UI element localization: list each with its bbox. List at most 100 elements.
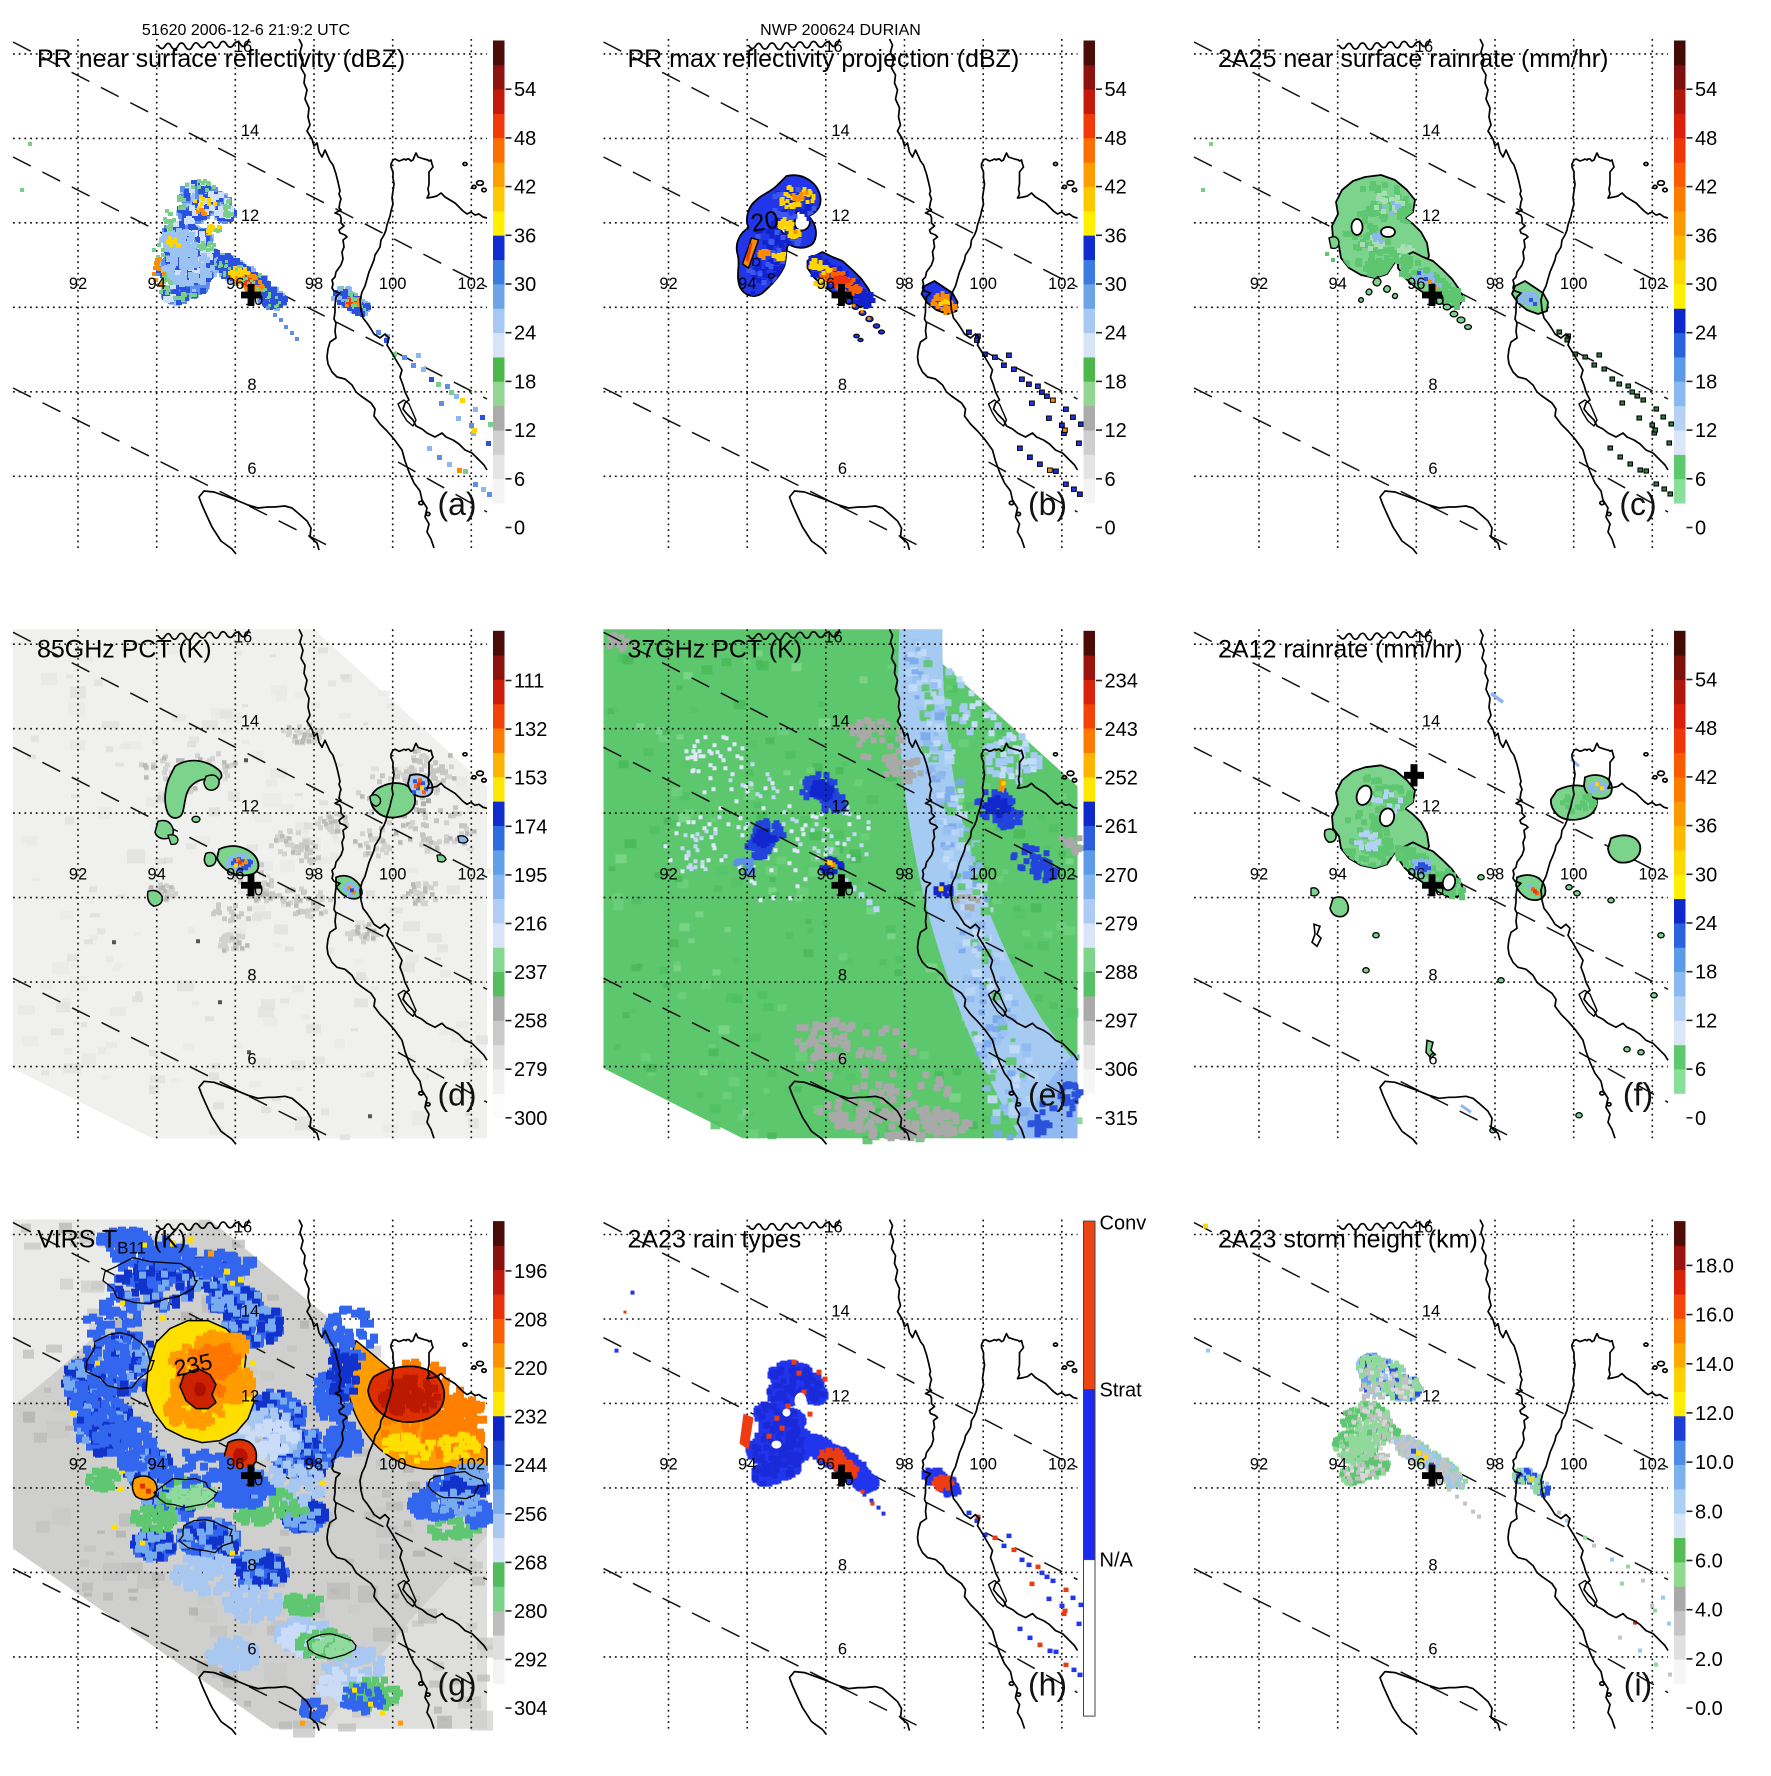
svg-text:2A23 rain types: 2A23 rain types [628, 1226, 802, 1254]
svg-text:288: 288 [1105, 962, 1138, 984]
svg-text:VIRS TB11 (K): VIRS TB11 (K) [37, 1226, 186, 1258]
svg-text:261: 261 [1105, 816, 1138, 838]
svg-text:2A23 storm height (km): 2A23 storm height (km) [1218, 1226, 1478, 1254]
svg-text:36: 36 [1105, 225, 1127, 247]
svg-text:(c): (c) [1619, 486, 1656, 522]
svg-text:232: 232 [514, 1407, 547, 1429]
svg-text:0: 0 [1105, 518, 1116, 540]
svg-text:36: 36 [1695, 225, 1717, 247]
svg-text:279: 279 [514, 1059, 547, 1081]
svg-text:300: 300 [514, 1108, 547, 1130]
svg-text:(h): (h) [1028, 1667, 1067, 1703]
svg-text:(g): (g) [437, 1667, 476, 1703]
svg-text:Strat: Strat [1100, 1380, 1143, 1402]
svg-text:20: 20 [749, 206, 781, 238]
svg-text:315: 315 [1105, 1108, 1138, 1130]
svg-text:24: 24 [1695, 323, 1717, 345]
svg-text:54: 54 [1695, 79, 1717, 101]
svg-text:0: 0 [514, 518, 525, 540]
svg-text:30: 30 [1695, 864, 1717, 886]
svg-text:48: 48 [1105, 128, 1127, 150]
svg-text:268: 268 [514, 1552, 547, 1574]
svg-text:0.0: 0.0 [1695, 1698, 1723, 1720]
svg-text:258: 258 [514, 1011, 547, 1033]
svg-text:0: 0 [1695, 518, 1706, 540]
svg-text:18: 18 [514, 371, 536, 393]
svg-text:30: 30 [1105, 274, 1127, 296]
svg-text:237: 237 [514, 962, 547, 984]
svg-text:153: 153 [514, 768, 547, 790]
svg-text:6: 6 [514, 469, 525, 491]
svg-text:111: 111 [514, 671, 544, 693]
svg-text:12: 12 [1695, 420, 1717, 442]
svg-text:18: 18 [1695, 962, 1717, 984]
svg-text:196: 196 [514, 1261, 547, 1283]
svg-text:2.0: 2.0 [1695, 1649, 1723, 1671]
svg-text:12: 12 [514, 420, 536, 442]
svg-text:PR near surface reflectivity (: PR near surface reflectivity (dBZ) [37, 45, 405, 73]
svg-text:280: 280 [514, 1601, 547, 1623]
svg-text:0: 0 [1695, 1108, 1706, 1130]
svg-text:216: 216 [514, 914, 547, 936]
svg-text:36: 36 [514, 225, 536, 247]
svg-text:(f): (f) [1623, 1076, 1653, 1112]
svg-text:10.0: 10.0 [1695, 1452, 1734, 1474]
svg-text:279: 279 [1105, 913, 1138, 935]
svg-text:Conv: Conv [1100, 1213, 1147, 1235]
svg-text:6: 6 [1695, 469, 1706, 491]
svg-text:304: 304 [514, 1698, 547, 1720]
svg-text:195: 195 [514, 865, 547, 887]
svg-text:(d): (d) [437, 1076, 476, 1112]
svg-text:208: 208 [514, 1310, 547, 1332]
svg-text:24: 24 [1105, 323, 1127, 345]
svg-text:256: 256 [514, 1504, 547, 1526]
svg-text:2A12 rainrate (mm/hr): 2A12 rainrate (mm/hr) [1218, 635, 1463, 663]
svg-text:30: 30 [1695, 274, 1717, 296]
svg-text:243: 243 [1105, 719, 1138, 741]
svg-text:12.0: 12.0 [1695, 1403, 1734, 1425]
svg-text:N/A: N/A [1100, 1550, 1134, 1572]
svg-text:48: 48 [514, 128, 536, 150]
svg-text:6: 6 [1695, 1059, 1706, 1081]
svg-text:174: 174 [514, 816, 547, 838]
svg-text:18: 18 [1105, 371, 1127, 393]
svg-text:30: 30 [514, 274, 536, 296]
svg-text:42: 42 [1695, 767, 1717, 789]
svg-text:234: 234 [1105, 671, 1138, 693]
svg-text:(i): (i) [1624, 1667, 1652, 1703]
svg-text:42: 42 [514, 177, 536, 199]
svg-text:6.0: 6.0 [1695, 1551, 1723, 1573]
svg-text:12: 12 [1695, 1010, 1717, 1032]
svg-text:54: 54 [514, 79, 536, 101]
svg-text:2A25 near surface rainrate (mm: 2A25 near surface rainrate (mm/hr) [1218, 45, 1608, 73]
svg-text:270: 270 [1105, 865, 1138, 887]
svg-text:48: 48 [1695, 128, 1717, 150]
svg-text:244: 244 [514, 1455, 547, 1477]
svg-text:12: 12 [1105, 420, 1127, 442]
svg-text:14.0: 14.0 [1695, 1354, 1734, 1376]
svg-text:85GHz PCT (K): 85GHz PCT (K) [37, 635, 212, 663]
svg-text:(a): (a) [437, 486, 476, 522]
svg-text:132: 132 [514, 719, 547, 741]
svg-text:16.0: 16.0 [1695, 1305, 1734, 1327]
svg-text:306: 306 [1105, 1059, 1138, 1081]
svg-text:(e): (e) [1028, 1076, 1067, 1112]
svg-text:6: 6 [1105, 469, 1116, 491]
svg-text:8.0: 8.0 [1695, 1501, 1723, 1523]
svg-text:42: 42 [1105, 177, 1127, 199]
svg-text:24: 24 [1695, 913, 1717, 935]
svg-text:54: 54 [1695, 670, 1717, 692]
svg-text:297: 297 [1105, 1011, 1138, 1033]
svg-text:4.0: 4.0 [1695, 1600, 1723, 1622]
svg-text:18: 18 [1695, 371, 1717, 393]
svg-text:18.0: 18.0 [1695, 1255, 1734, 1277]
svg-text:24: 24 [514, 323, 536, 345]
svg-text:54: 54 [1105, 79, 1127, 101]
svg-text:252: 252 [1105, 768, 1138, 790]
svg-text:(b): (b) [1028, 486, 1067, 522]
svg-text:NWP 200624 DURIAN: NWP 200624 DURIAN [760, 22, 921, 39]
svg-text:37GHz PCT (K): 37GHz PCT (K) [628, 635, 803, 663]
svg-text:51620 2006-12-6 21:9:2 UTC: 51620 2006-12-6 21:9:2 UTC [142, 22, 350, 39]
svg-text:220: 220 [514, 1358, 547, 1380]
svg-text:292: 292 [514, 1650, 547, 1672]
